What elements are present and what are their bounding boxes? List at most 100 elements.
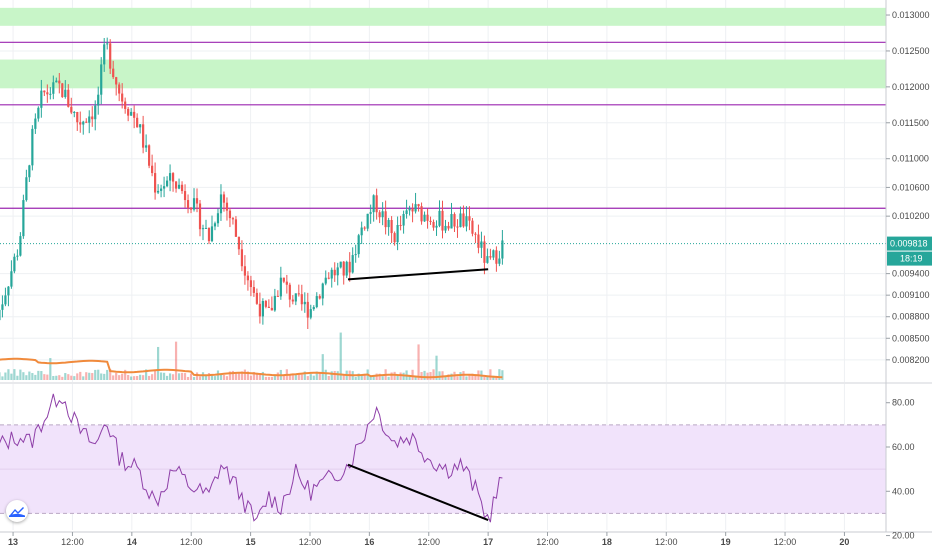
volume-bar bbox=[357, 373, 360, 380]
price-tick-label: 0.013000 bbox=[892, 10, 930, 20]
volume-bar bbox=[309, 374, 312, 380]
volume-bar bbox=[61, 376, 64, 380]
volume-bar bbox=[133, 376, 136, 380]
volume-bar bbox=[321, 354, 324, 380]
candle-body bbox=[432, 221, 435, 228]
candle-body bbox=[115, 77, 118, 85]
time-tick-label: 12:00 bbox=[299, 537, 322, 547]
time-tick-label: 17 bbox=[483, 537, 493, 547]
candle-body bbox=[207, 227, 211, 242]
volume-bar bbox=[468, 373, 471, 380]
volume-bar bbox=[408, 375, 411, 380]
candle-body bbox=[231, 218, 235, 220]
candle-body bbox=[312, 307, 315, 310]
candle-body bbox=[363, 227, 366, 229]
candle-body bbox=[168, 173, 172, 181]
volume-bar bbox=[37, 370, 40, 380]
time-tick-label: 12:00 bbox=[61, 537, 84, 547]
volume-bar bbox=[264, 376, 267, 380]
candle-body bbox=[112, 68, 115, 78]
candle-body bbox=[25, 177, 28, 201]
candle-body bbox=[393, 233, 396, 243]
candle-body bbox=[31, 128, 34, 166]
volume-bar bbox=[237, 373, 241, 380]
volume-bar bbox=[109, 369, 112, 380]
volume-bar bbox=[85, 372, 88, 380]
candle-body bbox=[486, 256, 489, 263]
volume-bar bbox=[297, 374, 300, 380]
volume-bar bbox=[222, 374, 226, 380]
candle-body bbox=[124, 101, 127, 109]
volume-bar bbox=[240, 371, 244, 380]
volume-bar bbox=[411, 369, 414, 380]
candle-body bbox=[157, 190, 160, 193]
countdown-tag bbox=[887, 251, 932, 266]
supply-zone bbox=[0, 59, 886, 89]
time-tick-label: 12:00 bbox=[774, 537, 797, 547]
candle-body bbox=[216, 213, 220, 224]
candle-body bbox=[198, 203, 202, 230]
candle-body bbox=[145, 145, 148, 148]
candle-body bbox=[384, 211, 387, 228]
volume-bar bbox=[154, 370, 157, 380]
candle-body bbox=[4, 295, 7, 305]
price-tick-label: 0.009400 bbox=[892, 269, 930, 279]
rsi-tick-label: 60.00 bbox=[892, 442, 915, 452]
volume-bar bbox=[106, 369, 109, 380]
candle-body bbox=[55, 80, 58, 83]
candle-body bbox=[501, 240, 504, 259]
candle-body bbox=[456, 226, 459, 228]
volume-bar bbox=[82, 376, 85, 380]
volume-bar bbox=[121, 373, 124, 380]
candle-body bbox=[52, 82, 55, 94]
candle-body bbox=[309, 309, 312, 318]
volume-bar bbox=[183, 373, 187, 380]
candle-body bbox=[201, 228, 205, 230]
candle-body bbox=[82, 121, 85, 125]
volume-bar bbox=[189, 373, 193, 380]
price-trend-line bbox=[347, 268, 489, 281]
volume-bar bbox=[124, 369, 127, 380]
volume-bar bbox=[207, 373, 211, 380]
candle-body bbox=[360, 227, 363, 236]
volume-bar bbox=[210, 374, 214, 380]
candle-body bbox=[303, 301, 306, 305]
candle-body bbox=[130, 111, 133, 116]
candle-body bbox=[354, 254, 357, 256]
candle-body bbox=[16, 255, 19, 257]
candle-body bbox=[408, 208, 411, 211]
volume-bar bbox=[390, 372, 393, 380]
candle-body bbox=[369, 212, 372, 214]
candle-body bbox=[22, 200, 25, 237]
candle-body bbox=[13, 256, 16, 272]
candle-body bbox=[297, 293, 300, 295]
candle-body bbox=[375, 195, 378, 213]
candle-body bbox=[264, 301, 267, 307]
candle-body bbox=[61, 83, 64, 98]
candle-body bbox=[468, 216, 471, 221]
green-zones bbox=[0, 7, 886, 89]
volume-bar bbox=[165, 375, 169, 380]
volume-bar bbox=[228, 371, 232, 380]
candle-body bbox=[477, 234, 480, 248]
candle-body bbox=[85, 121, 88, 123]
volume-bar bbox=[22, 372, 25, 380]
volume-ma-line bbox=[0, 357, 503, 379]
price-tick-label: 0.011500 bbox=[892, 118, 929, 128]
candle-body bbox=[127, 108, 130, 116]
candle-body bbox=[453, 214, 456, 227]
candle-body bbox=[492, 250, 495, 258]
volume-bar bbox=[192, 376, 196, 380]
time-tick-label: 12:00 bbox=[536, 537, 559, 547]
tradingview-cloud-icon[interactable] bbox=[6, 500, 28, 522]
volume-bar bbox=[483, 376, 486, 380]
price-tick-label: 0.008500 bbox=[892, 333, 930, 343]
volume-bar bbox=[363, 373, 366, 380]
volume-bar bbox=[10, 373, 13, 380]
candle-body bbox=[121, 93, 124, 102]
volume-bar bbox=[139, 374, 142, 380]
rsi-line bbox=[0, 393, 503, 523]
candle-body bbox=[222, 194, 226, 203]
